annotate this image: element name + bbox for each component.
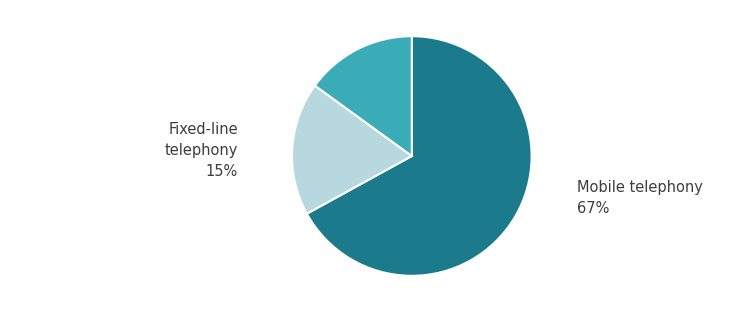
Wedge shape [307, 36, 531, 276]
Text: Fixed-line
telephony
15%: Fixed-line telephony 15% [165, 121, 238, 178]
Text: Mobile telephony
67%: Mobile telephony 67% [577, 180, 703, 216]
Wedge shape [315, 36, 412, 156]
Wedge shape [292, 85, 412, 214]
